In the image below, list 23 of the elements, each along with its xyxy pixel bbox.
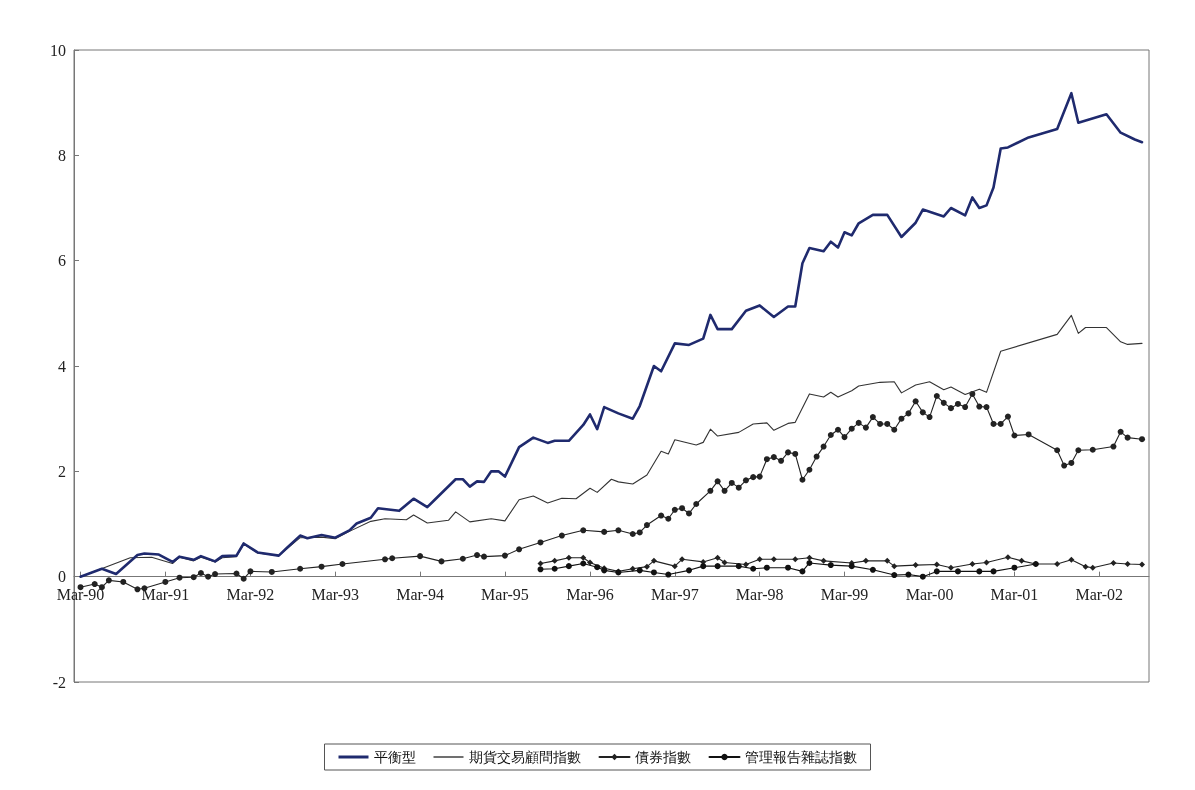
- legend-label: 平衡型: [373, 749, 416, 765]
- y-tick-label: -2: [52, 673, 66, 691]
- y-tick-label: 0: [58, 568, 66, 586]
- y-tick-label: 4: [58, 357, 66, 375]
- x-tick-label: Mar-97: [651, 586, 699, 604]
- y-tick-label: 6: [58, 252, 66, 270]
- x-tick-label: Mar-01: [990, 586, 1039, 604]
- x-tick-label: Mar-93: [311, 586, 360, 604]
- legend-label: 管理報告雜誌指數: [744, 749, 857, 765]
- x-tick-label: Mar-02: [1075, 586, 1124, 604]
- y-tick-label: 10: [50, 41, 66, 59]
- x-tick-label: Mar-95: [481, 586, 529, 604]
- x-tick-label: Mar-99: [820, 586, 869, 604]
- x-tick-label: Mar-92: [226, 586, 275, 604]
- x-tick-label: Mar-00: [905, 586, 954, 604]
- legend-label: 期貨交易顧問指數: [468, 749, 581, 765]
- y-tick-label: 2: [58, 462, 66, 480]
- y-tick-label: 8: [58, 146, 66, 164]
- x-tick-label: Mar-94: [396, 586, 444, 604]
- x-tick-label: Mar-96: [566, 586, 614, 604]
- legend-label: 債券指數: [634, 749, 691, 765]
- x-tick-label: Mar-91: [141, 586, 190, 604]
- x-tick-label: Mar-98: [735, 586, 784, 604]
